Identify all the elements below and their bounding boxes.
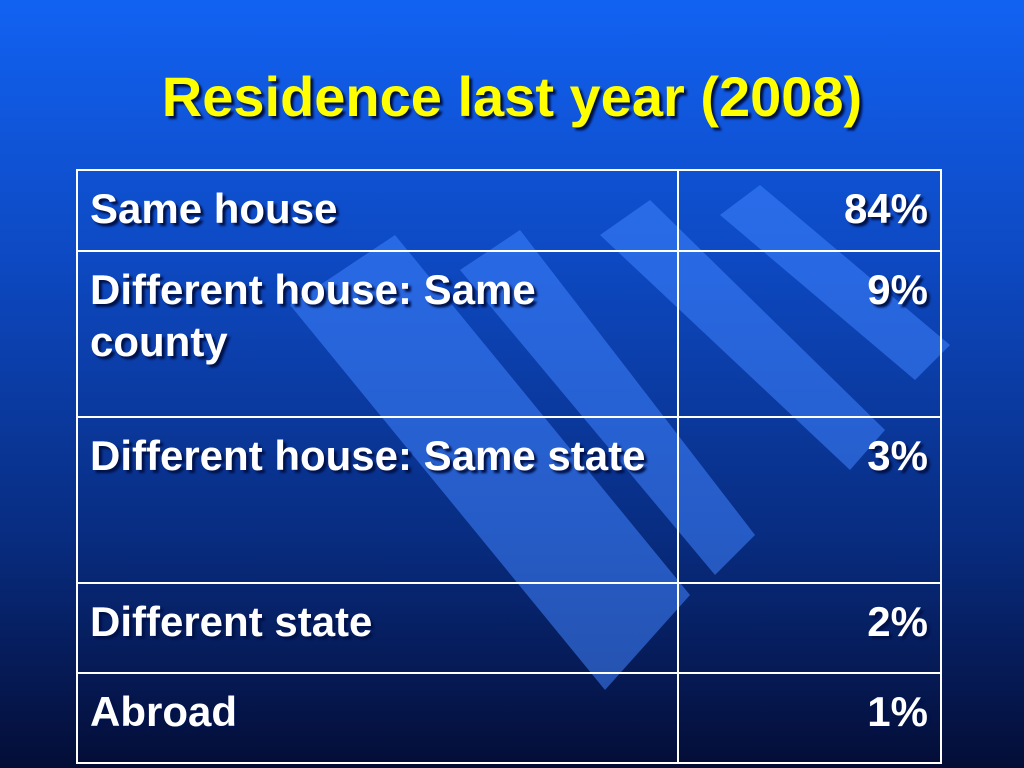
slide-title: Residence last year (2008)	[161, 65, 863, 128]
row-value: 84%	[677, 169, 942, 252]
row-label: Different house: Same county	[76, 250, 679, 418]
row-value: 1%	[677, 672, 942, 764]
table-row: Different house: Same county 9%	[76, 250, 942, 418]
row-value: 2%	[677, 582, 942, 674]
table-row: Same house 84%	[76, 169, 942, 252]
row-label: Same house	[76, 169, 679, 252]
residence-table: Same house 84% Different house: Same cou…	[76, 169, 942, 764]
table-row: Abroad 1%	[76, 672, 942, 764]
row-label: Abroad	[76, 672, 679, 764]
row-value: 3%	[677, 416, 942, 584]
row-value: 9%	[677, 250, 942, 418]
row-label: Different house: Same state	[76, 416, 679, 584]
row-label: Different state	[76, 582, 679, 674]
table-row: Different state 2%	[76, 582, 942, 674]
table-row: Different house: Same state 3%	[76, 416, 942, 584]
